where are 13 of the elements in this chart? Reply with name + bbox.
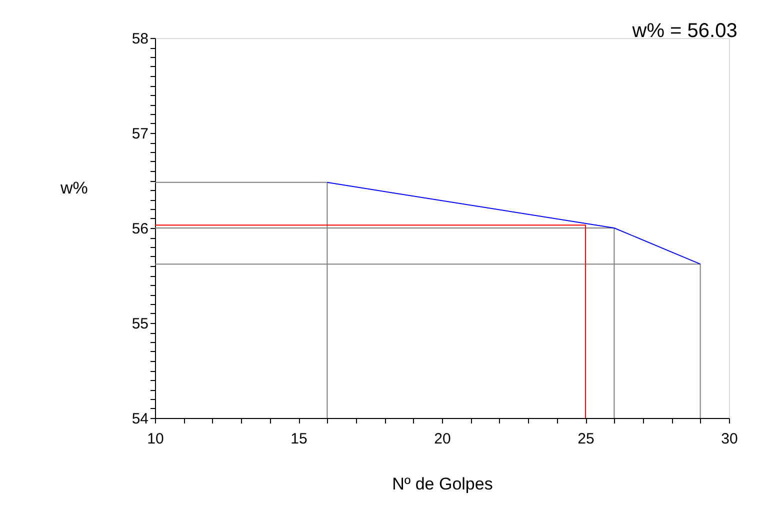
y-tick-label: 58 [132, 30, 148, 48]
y-tick-label: 55 [132, 316, 148, 332]
x-tick-label: 20 [434, 430, 451, 448]
x-tick-label: 10 [147, 430, 164, 448]
x-tick-label: 30 [721, 430, 738, 448]
y-tick-label: 54 [132, 410, 148, 428]
y-tick-label: 57 [132, 126, 148, 142]
x-tick-label: 15 [290, 430, 308, 448]
y-tick-label: 56 [132, 220, 148, 238]
x-axis-title: Nº de Golpes [392, 474, 493, 494]
x-tick-label: 25 [578, 430, 594, 448]
chart-title: w% = 56.03 [631, 20, 738, 42]
y-axis-title: w% [60, 178, 88, 198]
